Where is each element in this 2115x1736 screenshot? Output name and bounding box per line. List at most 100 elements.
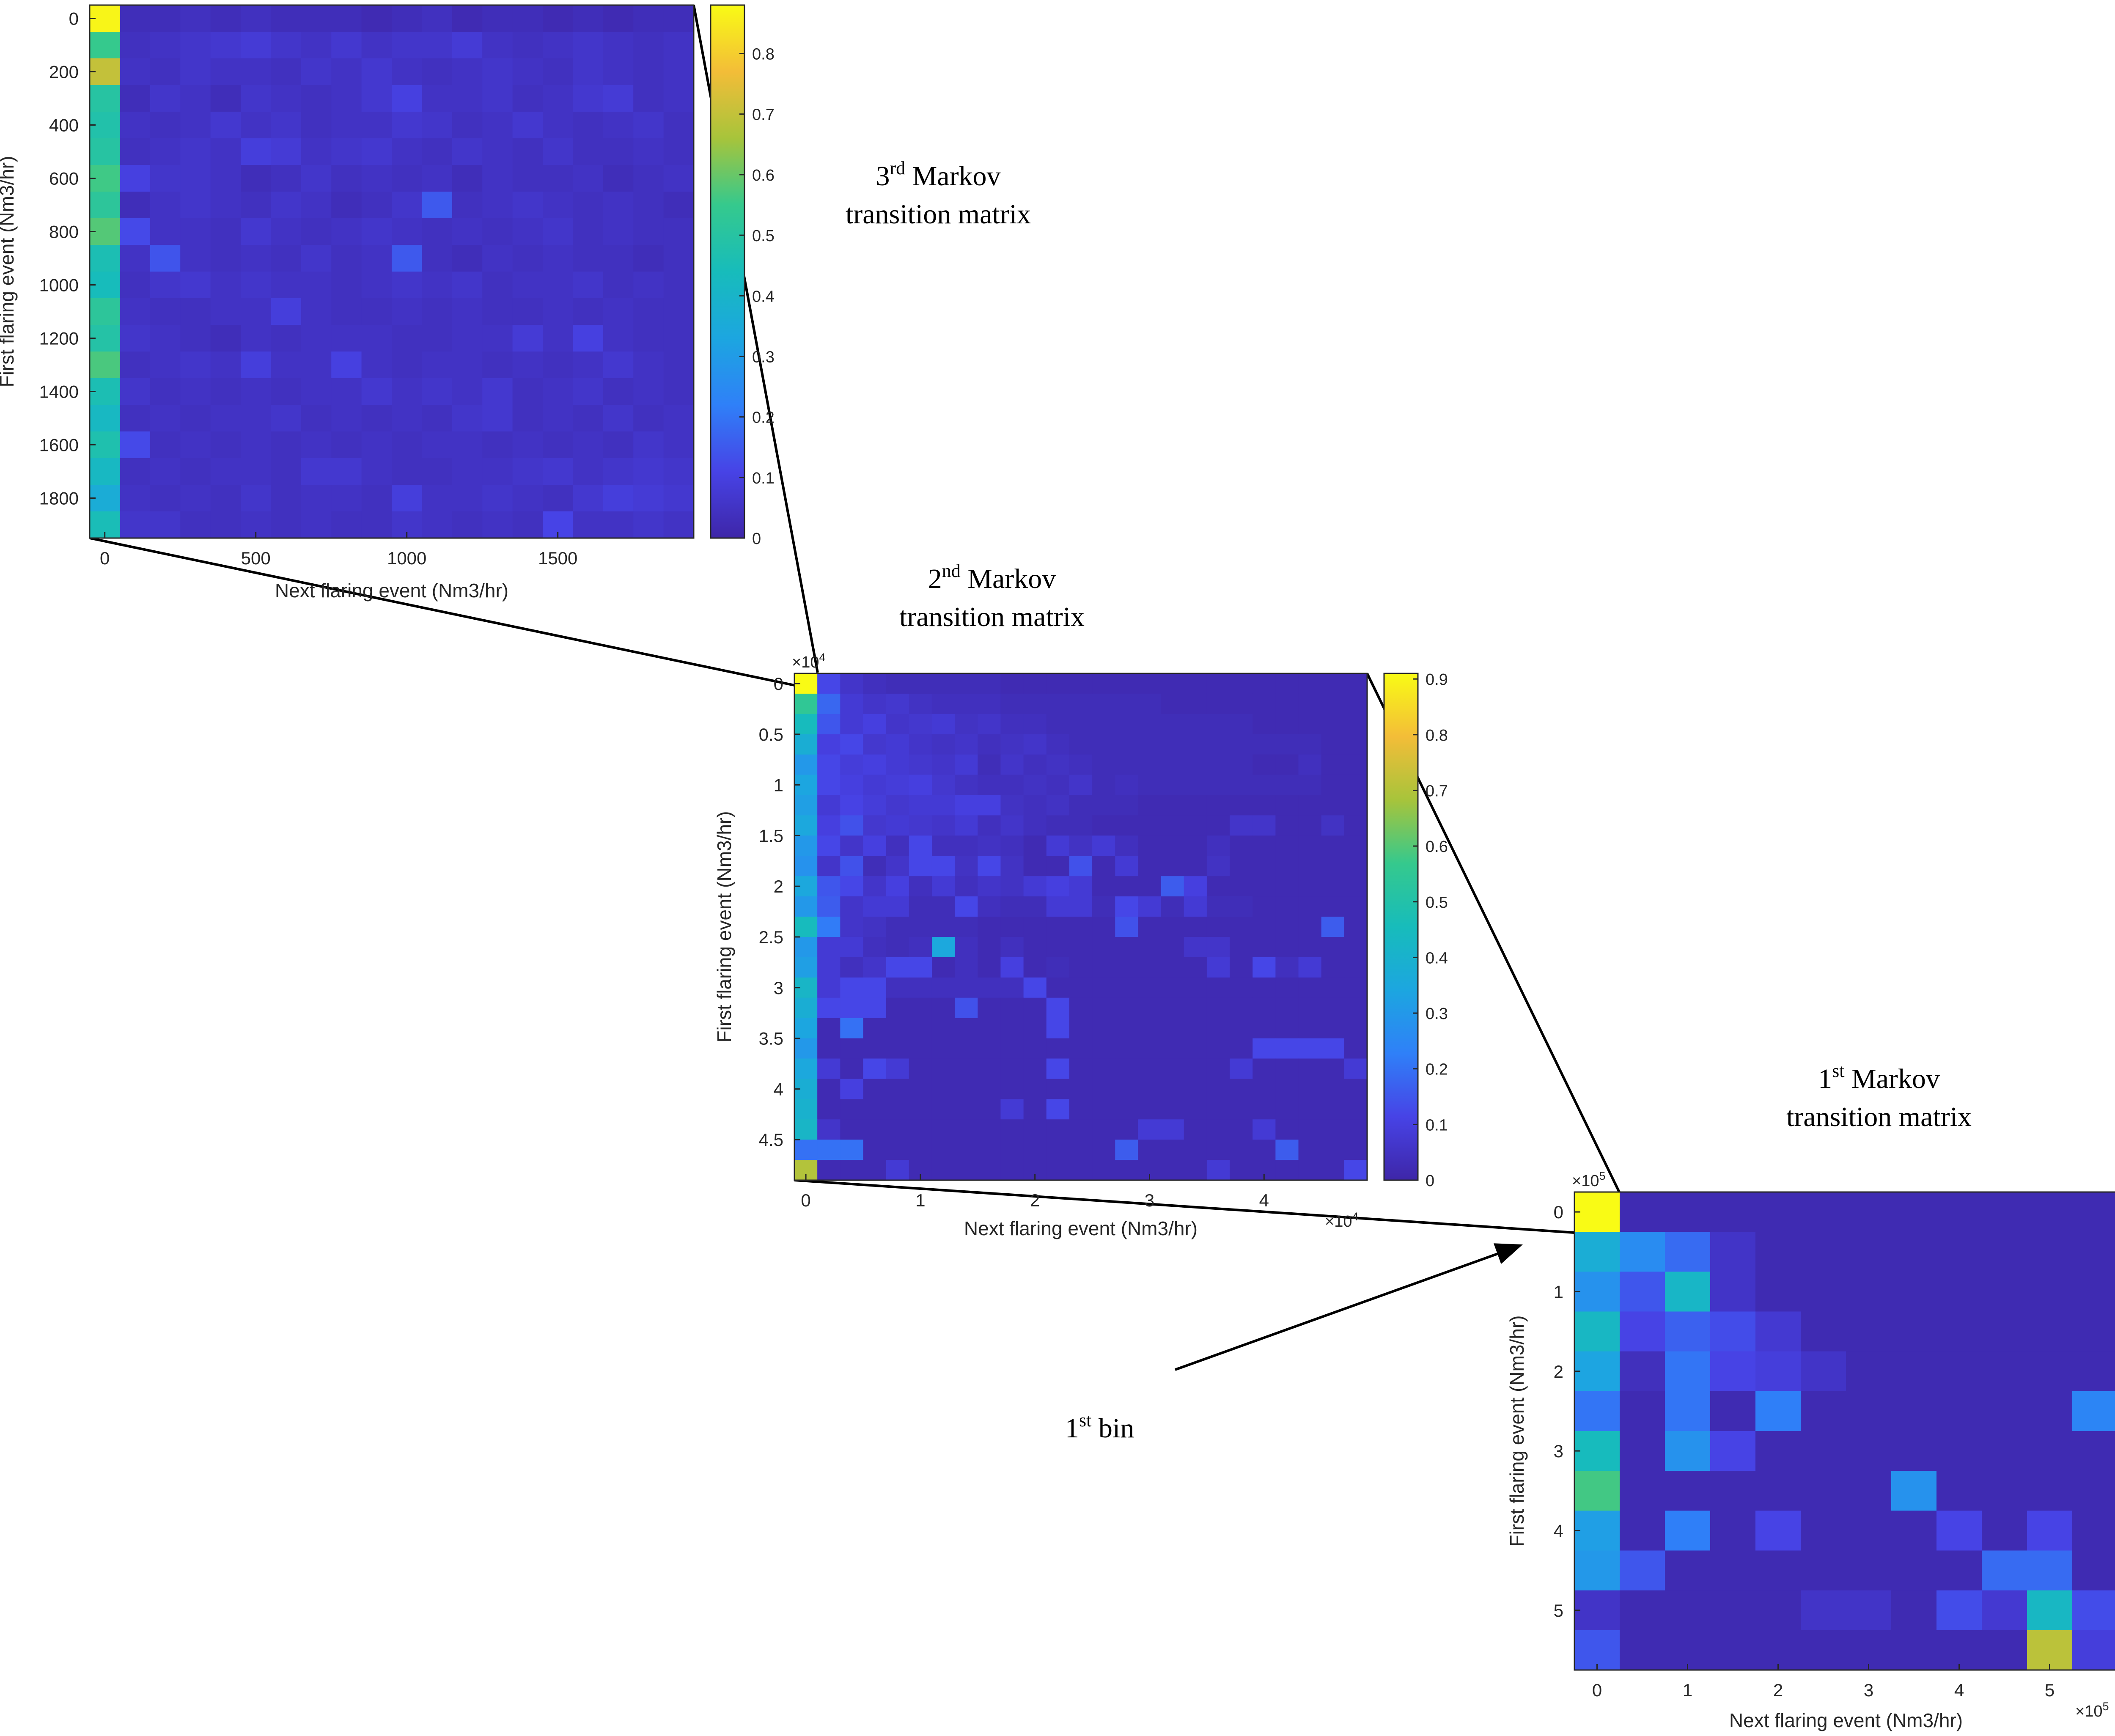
colorbar-gradient (710, 4, 745, 539)
heatmap-cell (840, 896, 864, 917)
heatmap-cell (663, 458, 694, 485)
heatmap-cell (1161, 734, 1184, 755)
heatmap-cell (1275, 673, 1299, 694)
x-axis-label: Next flaring event (Nm3/hr) (275, 580, 508, 602)
heatmap-cell (1846, 1550, 1892, 1591)
heatmap-cell (955, 815, 978, 836)
heatmap-cell (422, 378, 453, 405)
heatmap-cell (301, 352, 332, 379)
heatmap-cell (180, 458, 211, 485)
x-tick-label: 3 (1145, 1190, 1154, 1210)
heatmap-cell (1298, 1038, 1322, 1059)
heatmap-cell (361, 218, 392, 245)
heatmap-cell (863, 1119, 887, 1140)
heatmap-cell (1846, 1630, 1892, 1670)
heatmap-cell (633, 58, 664, 85)
heatmap-cell (512, 85, 543, 112)
heatmap-cell (1665, 1192, 1711, 1232)
heatmap-cell (955, 1038, 978, 1059)
heatmap-cell (931, 1058, 955, 1079)
heatmap-cell (955, 856, 978, 876)
heatmap-cell (931, 977, 955, 998)
heatmap-cell (392, 138, 422, 165)
heatmap-cell (573, 245, 604, 272)
heatmap-cell (150, 138, 181, 165)
heatmap-cell (840, 775, 864, 796)
heatmap-cell (817, 1058, 841, 1079)
heatmap-cell (1321, 835, 1345, 856)
heatmap-cell (2072, 1590, 2115, 1631)
heatmap-cell (1275, 693, 1299, 714)
heatmap-cell (301, 405, 332, 432)
heatmap-cell (863, 1160, 887, 1181)
heatmap-cell (1321, 1079, 1345, 1099)
heatmap-cell (1230, 1160, 1253, 1181)
y-tick-label: 4.5 (759, 1130, 783, 1150)
heatmap-cell (452, 431, 483, 459)
heatmap-cell (1846, 1232, 1892, 1272)
heatmap-cell (633, 325, 664, 352)
heatmap-cell (331, 378, 362, 405)
heatmap-cell (909, 775, 932, 796)
heatmap-cell (1230, 1018, 1253, 1039)
heatmap-cell (1206, 754, 1230, 775)
heatmap-cell (361, 32, 392, 59)
heatmap-cell (422, 85, 453, 112)
heatmap-cell (482, 245, 513, 272)
heatmap-cell (2072, 1232, 2115, 1272)
heatmap-cell (482, 485, 513, 512)
heatmap-cell (863, 997, 887, 1019)
heatmap-cell (1138, 775, 1162, 796)
heatmap-cell (1321, 856, 1345, 876)
heatmap-cell (241, 352, 271, 379)
heatmap-cell (863, 693, 887, 714)
heatmap-cell (1321, 997, 1345, 1019)
heatmap-cell (1023, 1058, 1047, 1079)
heatmap-cell (840, 835, 864, 856)
heatmap-cell (1046, 1038, 1070, 1059)
heatmap-cell (1275, 1079, 1299, 1099)
heatmap-cell (1344, 896, 1368, 917)
heatmap-cell (90, 352, 120, 379)
heatmap-cell (1184, 1079, 1207, 1099)
x-tick-label: 2 (1030, 1190, 1040, 1210)
heatmap-cell (150, 298, 181, 325)
connector-third-left (89, 537, 795, 687)
heatmap-cell (573, 405, 604, 432)
heatmap-cell (392, 58, 422, 85)
heatmap-cell (1755, 1630, 1801, 1670)
heatmap-cell (886, 1079, 909, 1099)
heatmap-cell (817, 1038, 841, 1059)
heatmap-cell (452, 112, 483, 139)
heatmap-cell (1620, 1351, 1665, 1392)
heatmap-cell (361, 5, 392, 32)
heatmap-cell (863, 754, 887, 775)
heatmap-cell (1275, 734, 1299, 755)
heatmap-cell (886, 693, 909, 714)
heatmap-cell (1344, 1099, 1368, 1120)
heatmap-cell (1115, 1099, 1138, 1120)
heatmap-cell (1620, 1550, 1665, 1591)
heatmap-cell (1846, 1351, 1892, 1392)
x-exponent-label: ×105 (2075, 1700, 2109, 1720)
heatmap-cell (361, 192, 392, 219)
heatmap-cell (1161, 835, 1184, 856)
heatmap-cell (210, 485, 241, 512)
heatmap-cell (863, 1079, 887, 1099)
heatmap-cell (1801, 1550, 1846, 1591)
heatmap-cell (1755, 1272, 1801, 1312)
heatmap-cell (955, 775, 978, 796)
x-tick-label: 0 (1592, 1680, 1602, 1700)
heatmap-cell (909, 1058, 932, 1079)
heatmap-cell (1023, 754, 1047, 775)
heatmap-cell (331, 138, 362, 165)
heatmap-cell (633, 485, 664, 512)
heatmap-cell (2072, 1272, 2115, 1312)
heatmap-cell (1023, 977, 1047, 998)
heatmap-cell (1936, 1590, 1982, 1631)
heatmap-cell (210, 272, 241, 299)
heatmap-cell (863, 1018, 887, 1039)
heatmap-cell (1253, 937, 1276, 958)
heatmap-cell (840, 977, 864, 998)
heatmap-cell (817, 997, 841, 1019)
